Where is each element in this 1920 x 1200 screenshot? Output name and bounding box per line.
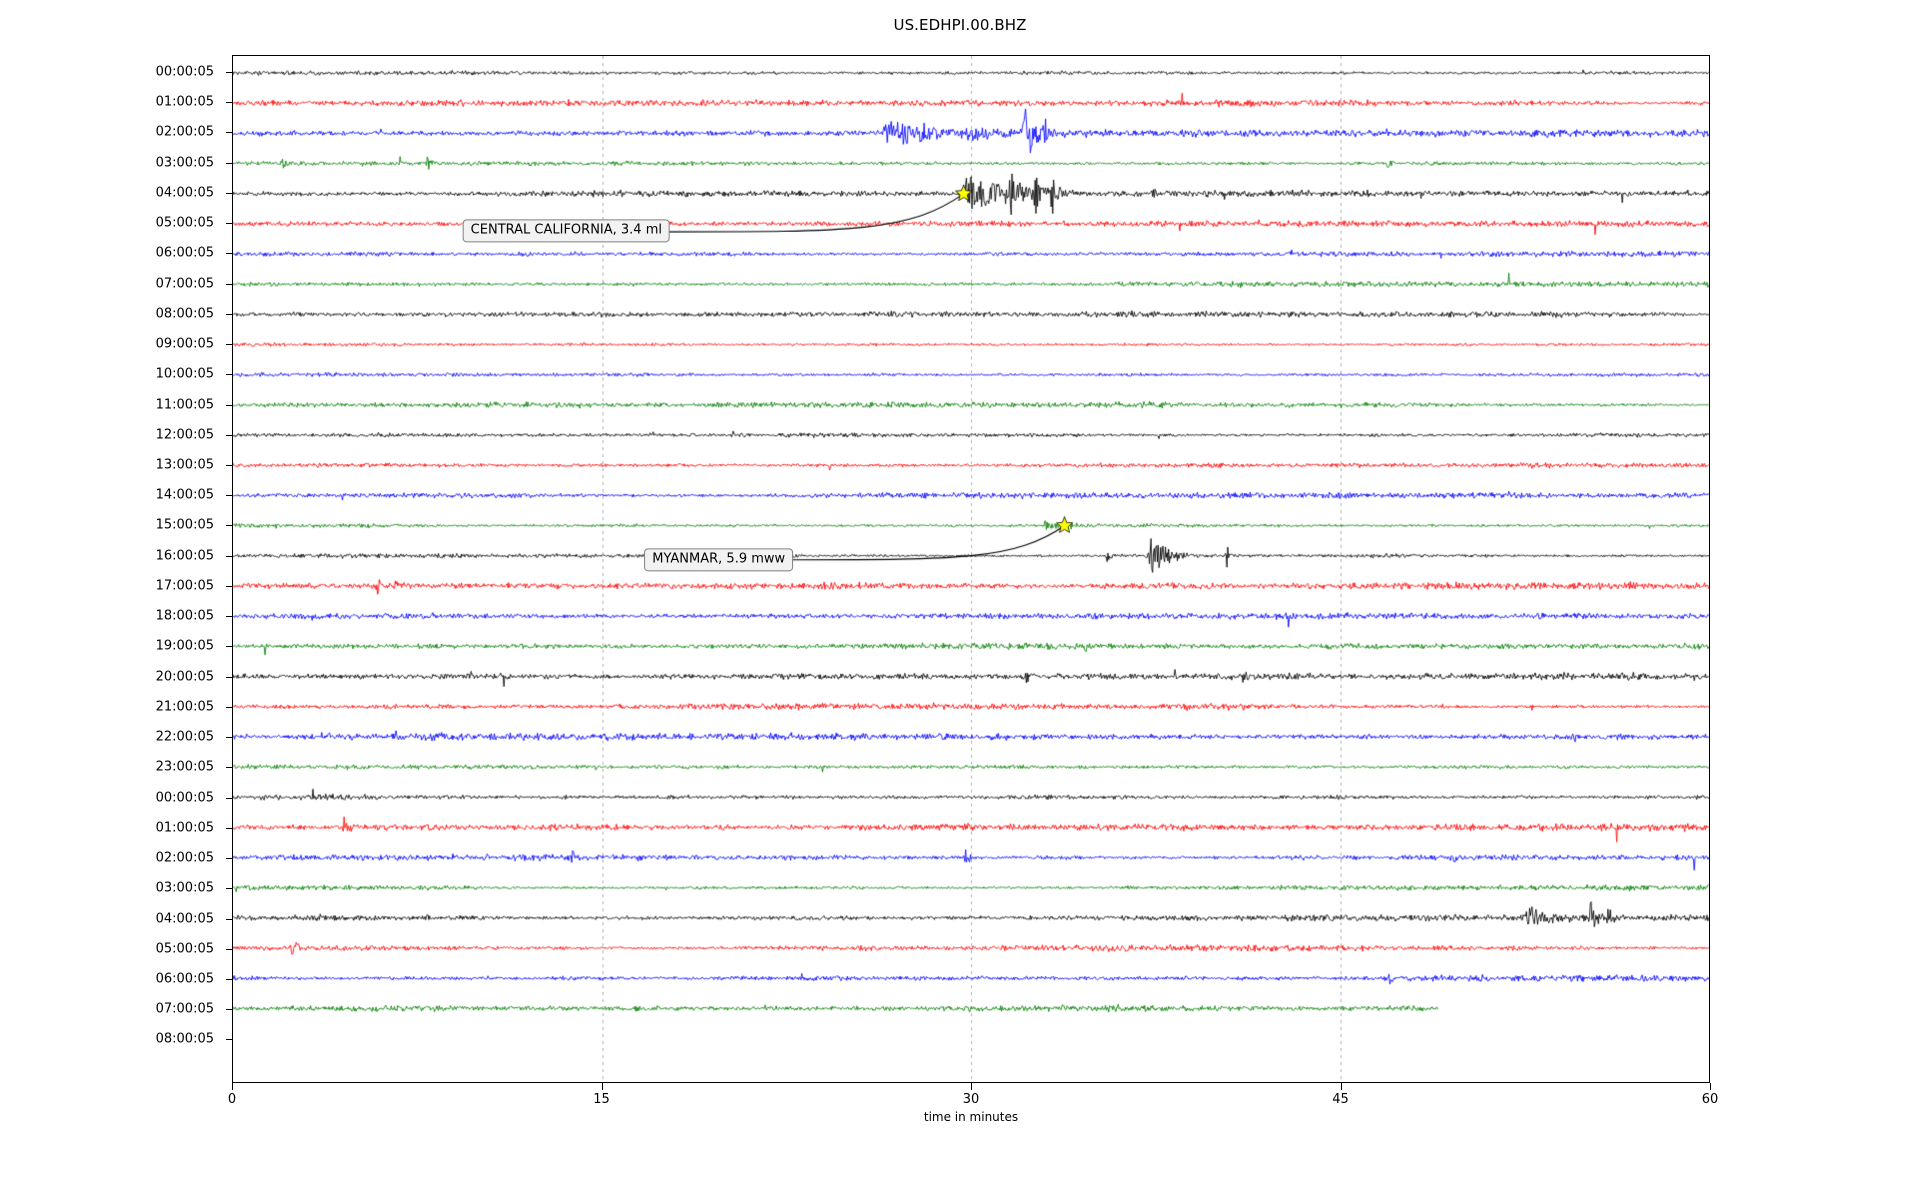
y-axis-tick-mark	[226, 978, 233, 980]
y-axis-tick-label: 04:00:05	[155, 911, 214, 927]
y-axis-tick-label: 09:00:05	[155, 336, 214, 352]
y-axis-tick-mark	[226, 344, 233, 346]
y-axis-tick-label: 07:00:05	[155, 276, 214, 292]
x-axis-tick-labels: 0 15 30 45 60	[0, 1083, 1920, 1143]
y-axis-tick-label: 06:00:05	[155, 245, 214, 261]
y-axis-tick-label: 10:00:05	[155, 366, 214, 382]
y-axis-tick-label: 20:00:05	[155, 669, 214, 685]
y-axis-tick-mark	[226, 132, 233, 134]
y-axis-tick-mark	[226, 706, 233, 708]
y-axis-tick-label: 17:00:05	[155, 578, 214, 594]
y-axis-tick-label: 05:00:05	[155, 941, 214, 957]
y-axis-tick-label: 15:00:05	[155, 517, 214, 533]
y-axis-tick-mark	[226, 223, 233, 225]
x-axis-tick-label: 0	[227, 1092, 237, 1107]
x-axis-tick-mark	[971, 1083, 972, 1090]
y-axis-tick-label: 04:00:05	[155, 185, 214, 201]
y-axis-tick-mark	[226, 555, 233, 557]
y-axis-tick-label: 14:00:05	[155, 487, 214, 503]
x-axis-tick-mark	[1710, 1083, 1711, 1090]
y-axis-tick-label: 03:00:05	[155, 155, 214, 171]
y-axis-tick-mark	[226, 71, 233, 73]
y-axis-tick-label: 22:00:05	[155, 729, 214, 745]
event-annotation-label: MYANMAR, 5.9 mww	[644, 548, 794, 572]
y-axis-tick-label: 13:00:05	[155, 457, 214, 473]
y-axis-tick-label: 21:00:05	[155, 699, 214, 715]
event-annotation-label: CENTRAL CALIFORNIA, 3.4 ml	[462, 219, 670, 243]
y-axis-tick-mark	[226, 585, 233, 587]
y-axis-tick-label: 03:00:05	[155, 880, 214, 896]
y-axis-tick-mark	[226, 918, 233, 920]
y-axis-tick-mark	[226, 1009, 233, 1011]
y-axis-tick-mark	[226, 283, 233, 285]
y-axis-tick-mark	[226, 253, 233, 255]
y-axis-tick-label: 01:00:05	[155, 820, 214, 836]
y-axis-tick-mark	[226, 102, 233, 104]
x-axis-tick-label: 15	[593, 1092, 610, 1107]
y-axis-tick-mark	[226, 888, 233, 890]
y-axis-tick-label: 23:00:05	[155, 759, 214, 775]
x-axis-label: time in minutes	[923, 1110, 1019, 1124]
x-axis-tick-mark	[232, 1083, 233, 1090]
y-axis-tick-mark	[226, 525, 233, 527]
y-axis-tick-mark	[226, 646, 233, 648]
y-axis-tick-label: 08:00:05	[155, 306, 214, 322]
y-axis-tick-label: 00:00:05	[155, 64, 214, 80]
y-axis-tick-label: 01:00:05	[155, 94, 214, 110]
y-axis-tick-mark	[226, 434, 233, 436]
y-axis-tick-mark	[226, 676, 233, 678]
y-axis-tick-mark	[226, 858, 233, 860]
x-axis-tick-label: 30	[962, 1092, 980, 1107]
y-axis-tick-label: 06:00:05	[155, 971, 214, 987]
y-axis-tick-mark	[226, 192, 233, 194]
y-axis-tick-label: 18:00:05	[155, 608, 214, 624]
y-axis-tick-label: 00:00:05	[155, 790, 214, 806]
y-axis-tick-mark	[226, 404, 233, 406]
y-axis-tick-label: 02:00:05	[155, 850, 214, 866]
y-axis-tick-mark	[226, 162, 233, 164]
y-axis-tick-mark	[226, 827, 233, 829]
y-axis-tick-label: 11:00:05	[155, 397, 214, 413]
y-axis-tick-label: 12:00:05	[155, 427, 214, 443]
x-axis-tick-mark	[1340, 1083, 1342, 1090]
y-axis-tick-mark	[226, 464, 233, 466]
y-axis-tick-mark	[226, 737, 233, 739]
x-axis-tick-label: 45	[1332, 1092, 1349, 1107]
y-axis-tick-mark	[226, 616, 233, 618]
y-axis-tick-mark	[226, 797, 233, 799]
y-axis-tick-mark	[226, 1039, 233, 1041]
plot-axes	[232, 55, 1710, 1083]
y-axis-tick-mark	[226, 495, 233, 497]
page-title: US.EDHPI.00.BHZ	[893, 16, 1027, 34]
x-axis-tick-label: 60	[1701, 1092, 1719, 1107]
y-axis-tick-label: 08:00:05	[155, 1031, 214, 1047]
y-axis-tick-mark	[226, 948, 233, 950]
y-axis-tick-label: 07:00:05	[155, 1001, 214, 1017]
y-axis-tick-mark	[226, 767, 233, 769]
y-axis-tick-labels: 00:00:05 01:00:05 02:00:05 03:00:05 04:00:05…	[0, 0, 232, 1200]
y-axis-tick-label: 02:00:05	[155, 124, 214, 140]
y-axis-tick-label: 16:00:05	[155, 548, 214, 564]
y-axis-tick-label: 19:00:05	[155, 638, 214, 654]
y-axis-tick-mark	[226, 313, 233, 315]
y-axis-tick-label: 05:00:05	[155, 215, 214, 231]
x-axis-tick-mark	[601, 1083, 603, 1090]
y-axis-tick-mark	[226, 374, 233, 376]
seismogram-traces-canvas	[233, 56, 1709, 1082]
